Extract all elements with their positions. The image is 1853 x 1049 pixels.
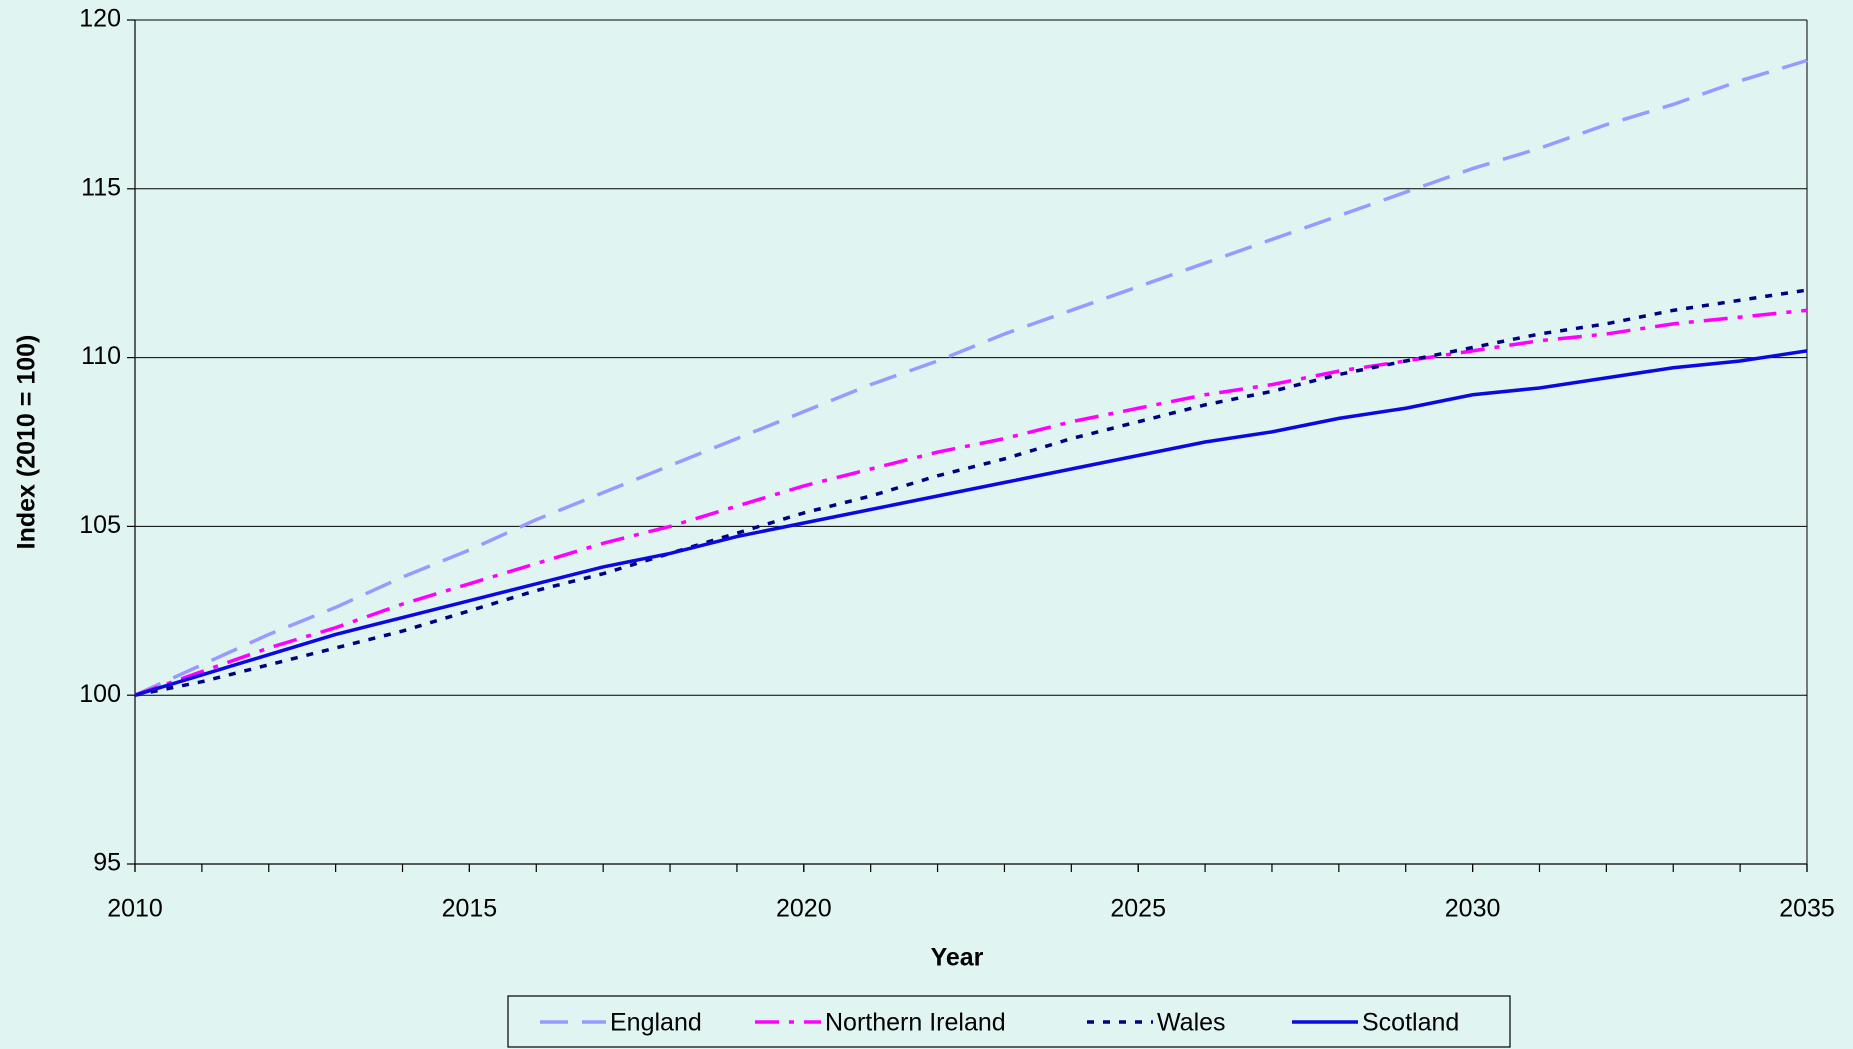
- y-tick-label: 115: [81, 173, 121, 201]
- y-tick-label: 120: [79, 5, 121, 33]
- x-tick-label: 2030: [1445, 895, 1501, 923]
- series-line: [134, 349, 1808, 697]
- x-tick-label: 2010: [107, 895, 163, 923]
- y-tick-label: 100: [79, 680, 121, 708]
- y-tick-label: 105: [79, 511, 121, 539]
- legend-label: Wales: [1157, 1009, 1226, 1037]
- x-tick-label: 2035: [1779, 895, 1835, 923]
- legend-label: Northern Ireland: [825, 1009, 1006, 1037]
- y-tick-label: 110: [81, 342, 121, 370]
- legend-label: Scotland: [1362, 1009, 1459, 1037]
- x-tick-label: 2020: [776, 895, 832, 923]
- x-tick-label: 2025: [1110, 895, 1166, 923]
- x-axis-label: Year: [931, 944, 984, 972]
- series-line: [134, 58, 1808, 697]
- y-tick-label: 95: [93, 849, 121, 877]
- legend-label: England: [610, 1009, 702, 1037]
- series-line: [134, 288, 1808, 697]
- series-line: [134, 308, 1808, 697]
- y-axis-label: Index (2010 = 100): [13, 335, 41, 550]
- x-tick-label: 2015: [442, 895, 498, 923]
